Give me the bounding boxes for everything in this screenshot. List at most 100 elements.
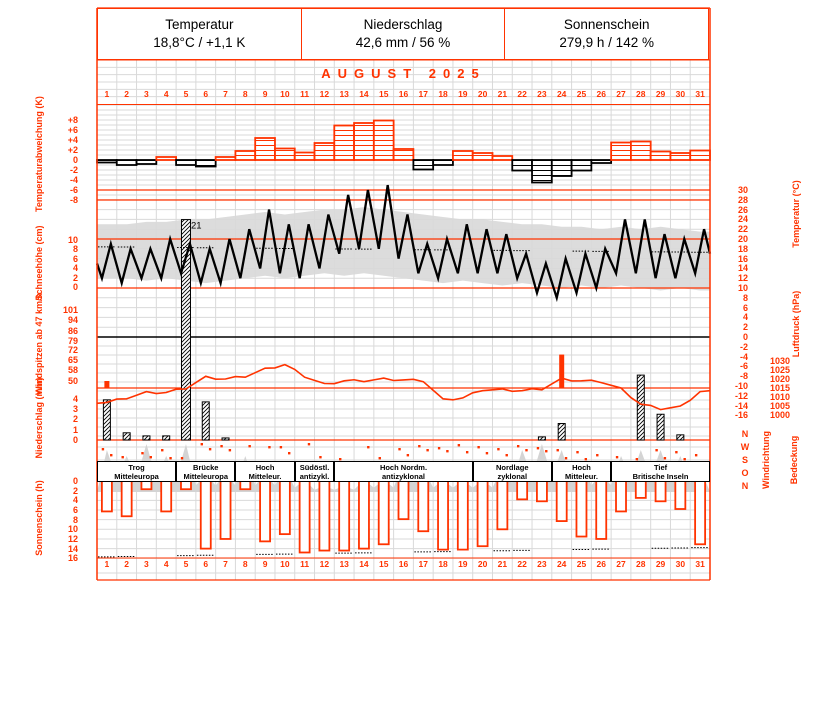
tick-pressure: 1000 — [769, 410, 790, 420]
tick-temperature: -12 — [734, 390, 748, 401]
tick-temperature: -4 — [739, 351, 748, 362]
day-number-top: 21 — [497, 89, 508, 99]
day-number-bottom: 26 — [596, 559, 606, 569]
day-number-top: 2 — [124, 89, 130, 99]
day-number-top: 23 — [537, 89, 547, 99]
tick-precip: 3 — [72, 404, 78, 415]
weather-pattern-box: Trog Mitteleuropa — [97, 461, 177, 482]
tick-anomaly: +8 — [67, 115, 78, 125]
tick-sunshine: 4 — [72, 495, 78, 506]
weather-pattern-line1: Trog — [128, 462, 145, 472]
day-number-top: 29 — [655, 89, 666, 99]
tick-precip: 0 — [72, 435, 78, 445]
tick-windspeed: 86 — [67, 325, 78, 336]
weather-pattern-line1: Hoch — [255, 462, 275, 472]
tick-temperature: -6 — [739, 361, 748, 372]
tick-anomaly: -2 — [69, 165, 78, 175]
tick-temperature: -2 — [739, 341, 748, 352]
axis-label-cloud-cover: Bedeckung — [789, 435, 799, 485]
tick-sunshine: 16 — [67, 553, 78, 564]
tick-windspeed: 65 — [67, 355, 78, 366]
tick-winddir: S — [741, 455, 748, 465]
tick-temperature: -16 — [734, 410, 748, 421]
day-number-top: 13 — [339, 89, 349, 99]
day-number-top: 12 — [319, 89, 330, 99]
day-number-bottom: 12 — [319, 559, 330, 569]
day-number-bottom: 27 — [616, 559, 626, 569]
weather-pattern-line2: Mitteleur. — [248, 471, 282, 481]
temperature-value: 18,8°C / +1,1 K — [153, 35, 246, 50]
weather-pattern-line1: Hoch — [572, 462, 591, 472]
tick-winddir: O — [741, 468, 749, 478]
day-number-bottom: 25 — [576, 559, 587, 569]
weather-pattern-line2: antizykl. — [299, 471, 330, 481]
day-number-bottom: 7 — [223, 559, 228, 569]
tick-snow: 8 — [72, 244, 78, 255]
day-number-bottom: 24 — [556, 559, 567, 569]
precipitation-title: Niederschlag — [363, 17, 443, 32]
day-number-top: 4 — [163, 89, 169, 99]
tick-windspeed: 72 — [67, 345, 78, 356]
weather-pattern-line2: antizyklonal — [382, 471, 425, 481]
day-number-top: 9 — [262, 89, 268, 99]
tick-precip: 1 — [72, 424, 78, 435]
tick-temperature: 18 — [737, 243, 748, 254]
summary-header: Temperatur 18,8°C / +1,1 K Niederschlag … — [97, 8, 709, 60]
tick-temperature: 14 — [737, 263, 748, 274]
day-number-bottom: 4 — [163, 559, 169, 569]
weather-pattern-box: Südöstl. antizykl. — [294, 461, 335, 482]
tick-windspeed: 101 — [62, 305, 78, 315]
tick-pressure: 1015 — [769, 383, 790, 393]
day-number-top: 16 — [398, 89, 409, 99]
tick-pressure: 1010 — [769, 392, 790, 402]
tick-temperature: 2 — [742, 322, 748, 333]
day-number-top: 22 — [517, 89, 527, 99]
day-number-top: 27 — [616, 89, 626, 99]
tick-temperature: 26 — [737, 204, 748, 215]
day-number-top: 15 — [378, 89, 389, 99]
weather-pattern-line1: Südöstl. — [299, 462, 330, 472]
tick-temperature: 4 — [742, 312, 748, 323]
day-number-top: 24 — [556, 89, 567, 99]
tick-snow: 6 — [72, 253, 78, 264]
day-number-top: 26 — [596, 89, 606, 99]
weather-pattern-box: Hoch Nordm. antizyklonal — [334, 461, 473, 482]
day-number-bottom: 9 — [262, 559, 268, 569]
tick-temperature: 30 — [737, 185, 748, 195]
summary-precipitation: Niederschlag 42,6 mm / 56 % — [302, 9, 506, 59]
tick-snow: 0 — [72, 282, 78, 292]
month-title: AUGUST 2025 — [321, 66, 486, 81]
day-number-bottom: 3 — [144, 559, 149, 569]
weather-pattern-line2: Mitteleur. — [564, 471, 598, 481]
tick-sunshine: 12 — [67, 533, 78, 544]
tick-snow: 10 — [67, 235, 78, 245]
tick-temperature: 6 — [742, 302, 748, 313]
day-number-bottom: 20 — [477, 559, 488, 569]
tick-temperature: 8 — [742, 292, 748, 303]
day-number-bottom: 15 — [378, 559, 389, 569]
tick-temperature: 16 — [737, 253, 748, 264]
weather-pattern-line2: Mitteleuropa — [114, 471, 159, 481]
tick-temperature: 0 — [742, 332, 748, 342]
tick-windspeed: 94 — [67, 314, 78, 325]
weather-pattern-line1: Brücke — [193, 462, 219, 472]
tick-windspeed: 50 — [67, 376, 78, 386]
tick-sunshine: 14 — [67, 543, 78, 554]
day-number-bottom: 10 — [280, 559, 290, 569]
day-number-top: 14 — [359, 89, 369, 99]
tick-anomaly: +2 — [67, 145, 78, 155]
tick-sunshine: 8 — [72, 514, 78, 525]
summary-sunshine: Sonnenschein 279,9 h / 142 % — [505, 9, 708, 59]
day-number-bottom: 1 — [104, 559, 110, 569]
tick-temperature: 12 — [737, 273, 748, 284]
day-number-top: 25 — [576, 89, 587, 99]
tick-temperature: 10 — [737, 283, 748, 293]
tick-precip: 4 — [72, 393, 78, 404]
tick-temperature: 24 — [737, 214, 748, 225]
tick-temperature: -8 — [739, 371, 748, 382]
summary-temperature: Temperatur 18,8°C / +1,1 K — [98, 9, 302, 59]
day-number-top: 10 — [280, 89, 290, 99]
tick-pressure: 1005 — [769, 401, 790, 411]
